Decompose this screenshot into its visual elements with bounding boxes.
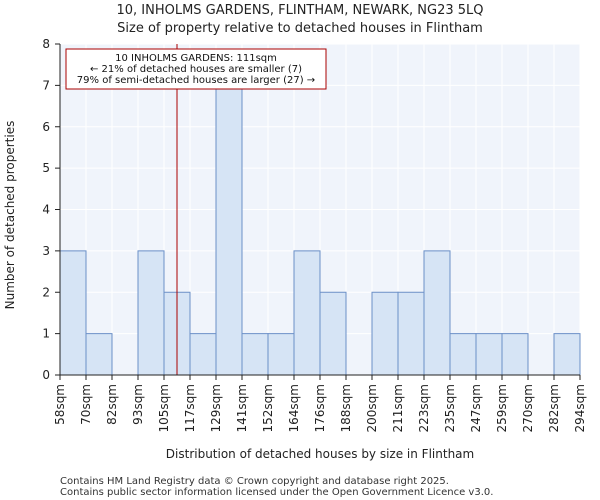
x-ticks: 58sqm 70sqm 82sqm 93sqm 105sqm 117sqm 129sqm 14… [53,375,587,432]
x-tick-label-152sqm: 152sqm [261,384,275,432]
x-tick-label-70sqm: 70sqm [79,384,93,425]
x-tick-label-223sqm: 223sqm [417,384,431,432]
x-tick-label-188sqm: 188sqm [339,384,353,432]
x-tick-label-211sqm: 211sqm [391,384,405,432]
y-tick-label: 7 [42,78,50,92]
bar-259sqm [501,333,529,376]
x-tick-label-164sqm: 164sqm [287,384,301,432]
footer-line2: Contains public sector information licen… [60,487,493,498]
x-tick-label-247sqm: 247sqm [469,384,483,432]
y-tick-label: 5 [42,161,50,175]
chart-title-line1: 10, INHOLMS GARDENS, FLINTHAM, NEWARK, N… [116,3,483,18]
bar-117sqm [189,333,217,376]
x-tick-label-93sqm: 93sqm [131,384,145,425]
x-axis-label: Distribution of detached houses by size … [166,447,474,461]
bar-176sqm [319,291,347,376]
annotation-box: 10 INHOLMS GARDENS: 111sqm ← 21% of deta… [65,48,327,90]
footer-line1: Contains HM Land Registry data © Crown c… [60,476,449,487]
y-tick-label: 0 [42,368,50,382]
bar-282sqm [553,333,581,376]
x-tick-label-176sqm: 176sqm [313,384,327,432]
x-tick-label-105sqm: 105sqm [157,384,171,432]
bars [59,84,581,376]
x-tick-label-235sqm: 235sqm [443,384,457,432]
bar-247sqm [475,333,503,376]
y-tick-label: 6 [42,120,50,134]
bar-200sqm [371,291,399,376]
bar-58sqm [59,250,87,376]
annotation-border [65,48,327,90]
x-tick-label-270sqm: 270sqm [521,384,535,432]
bar-223sqm [423,250,451,376]
y-ticks: 0 1 2 3 4 5 6 7 8 [42,37,60,382]
annotation-line1: 10 INHOLMS GARDENS: 111sqm [115,53,277,64]
y-tick-label: 8 [42,37,50,51]
y-tick-label: 1 [42,327,50,341]
y-tick-label: 2 [42,285,50,299]
bar-70sqm [85,333,113,376]
x-tick-label-200sqm: 200sqm [365,384,379,432]
annotation-line2: ← 21% of detached houses are smaller (7) [90,64,302,75]
chart-title-line2: Size of property relative to detached ho… [117,21,483,36]
x-tick-label-82sqm: 82sqm [105,384,119,425]
annotation-line3: 79% of semi-detached houses are larger (… [77,75,315,86]
bar-129sqm [215,84,243,376]
x-tick-label-129sqm: 129sqm [209,384,223,432]
bar-93sqm [137,250,165,376]
y-tick-label: 3 [42,244,50,258]
x-tick-label-141sqm: 141sqm [235,384,249,432]
x-tick-label-282sqm: 282sqm [547,384,561,432]
bar-152sqm [267,333,295,376]
x-tick-label-294sqm: 294sqm [573,384,587,432]
x-tick-label-58sqm: 58sqm [53,384,67,425]
bar-211sqm [397,291,425,376]
x-tick-label-259sqm: 259sqm [495,384,509,432]
bar-164sqm [293,250,321,376]
x-tick-label-117sqm: 117sqm [183,384,197,432]
bar-141sqm [241,333,269,376]
y-tick-label: 4 [42,203,50,217]
y-axis-label: Number of detached properties [3,121,17,310]
bar-235sqm [449,333,477,376]
